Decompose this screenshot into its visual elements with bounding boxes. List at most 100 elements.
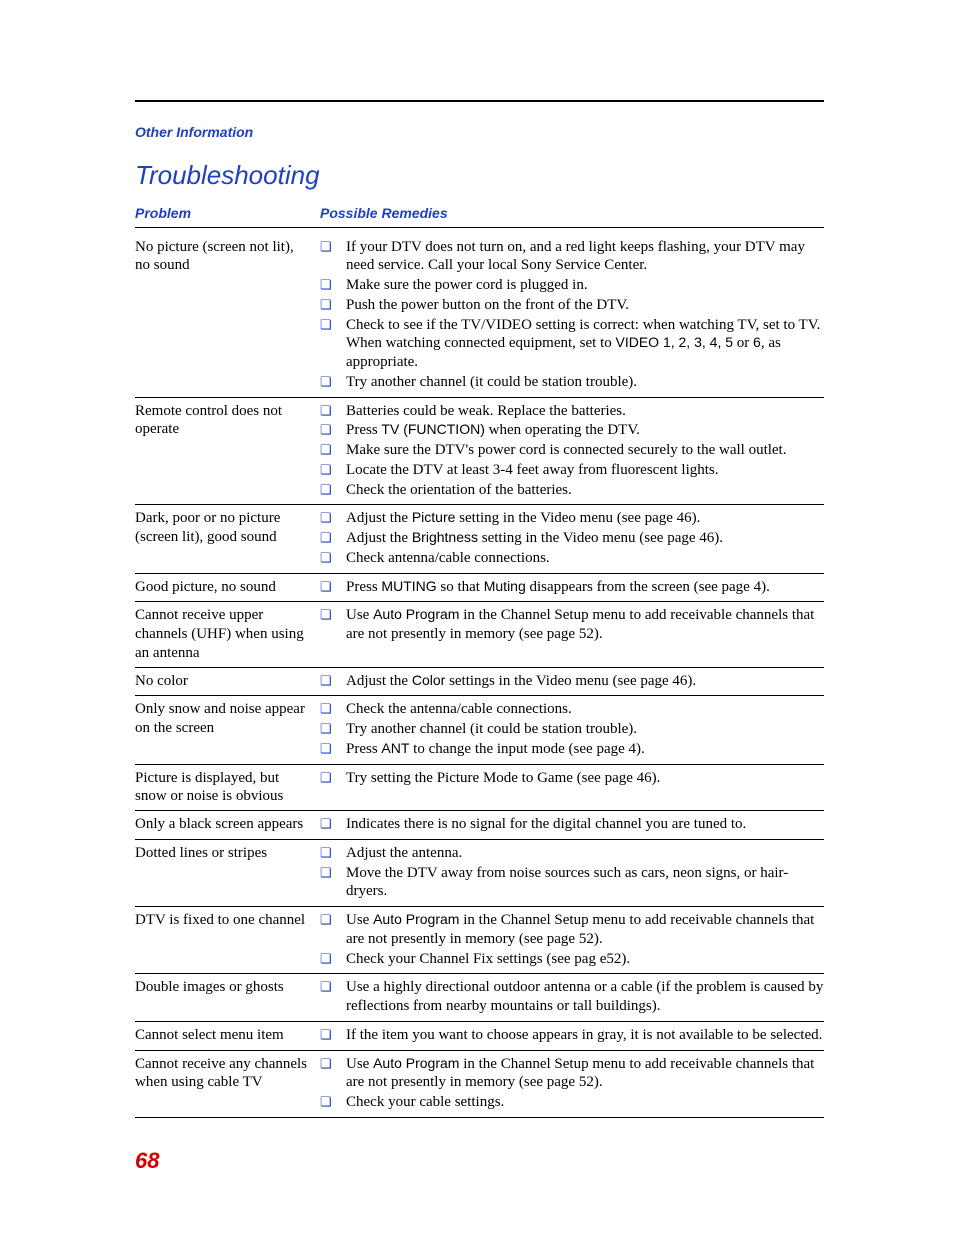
bullet-icon: ❏ — [320, 700, 346, 718]
remedies-cell: ❏Use Auto Program in the Channel Setup m… — [320, 911, 824, 969]
bullet-icon: ❏ — [320, 529, 346, 547]
bullet-icon: ❏ — [320, 509, 346, 527]
table-row: Cannot select menu item❏If the item you … — [135, 1022, 824, 1051]
bullet-icon: ❏ — [320, 769, 346, 787]
problem-cell: Picture is displayed, but snow or noise … — [135, 769, 320, 807]
remedy-text: Check the antenna/cable connections. — [346, 700, 824, 719]
bullet-icon: ❏ — [320, 296, 346, 314]
remedies-cell: ❏Try setting the Picture Mode to Game (s… — [320, 769, 824, 807]
remedy-text: Locate the DTV at least 3-4 feet away fr… — [346, 461, 824, 480]
remedies-cell: ❏Check the antenna/cable connections.❏Tr… — [320, 700, 824, 759]
problem-cell: Remote control does not operate — [135, 402, 320, 501]
problem-cell: Dotted lines or stripes — [135, 844, 320, 902]
remedy-text: If the item you want to choose appears i… — [346, 1026, 824, 1045]
remedy-text: Push the power button on the front of th… — [346, 296, 824, 315]
remedies-cell: ❏ Batteries could be weak. Replace the ba… — [320, 402, 824, 501]
remedy-text: Use Auto Program in the Channel Setup me… — [346, 1055, 824, 1093]
remedy-item: ❏Indicates there is no signal for the di… — [320, 815, 824, 834]
bullet-icon: ❏ — [320, 441, 346, 459]
bullet-icon: ❏ — [320, 276, 346, 294]
table-row: Only snow and noise appear on the screen… — [135, 696, 824, 764]
remedy-item: ❏Use Auto Program in the Channel Setup m… — [320, 1055, 824, 1093]
table-row: Double images or ghosts❏Use a highly dir… — [135, 974, 824, 1022]
remedy-text: Try another channel (it could be station… — [346, 720, 824, 739]
bullet-icon: ❏ — [320, 864, 346, 882]
troubleshooting-table: No picture (screen not lit), no sound❏If… — [135, 234, 824, 1118]
remedy-text: Batteries could be weak. Replace the bat… — [346, 402, 824, 421]
table-row: Dark, poor or no picture (screen lit), g… — [135, 505, 824, 573]
problem-cell: No color — [135, 672, 320, 692]
remedy-item: ❏Use a highly directional outdoor antenn… — [320, 978, 824, 1016]
remedy-text: Make sure the power cord is plugged in. — [346, 276, 824, 295]
table-header-remedies: Possible Remedies — [320, 205, 824, 223]
remedy-text: Make sure the DTV's power cord is connec… — [346, 441, 824, 460]
bullet-icon: ❏ — [320, 373, 346, 391]
bullet-icon: ❏ — [320, 1026, 346, 1044]
bullet-icon: ❏ — [320, 1055, 346, 1073]
problem-cell: Good picture, no sound — [135, 578, 320, 598]
page-title: Troubleshooting — [135, 160, 824, 191]
bullet-icon: ❏ — [320, 481, 346, 499]
remedies-cell: ❏If your DTV does not turn on, and a red… — [320, 238, 824, 393]
remedy-item: ❏Locate the DTV at least 3-4 feet away f… — [320, 461, 824, 480]
remedy-text: Move the DTV away from noise sources suc… — [346, 864, 824, 902]
remedies-cell: ❏Adjust the Color settings in the Video … — [320, 672, 824, 692]
remedy-item: ❏Check antenna/cable connections. — [320, 549, 824, 568]
bullet-icon: ❏ — [320, 316, 346, 334]
bullet-icon: ❏ — [320, 238, 346, 256]
table-row: Picture is displayed, but snow or noise … — [135, 765, 824, 812]
remedies-cell: ❏If the item you want to choose appears … — [320, 1026, 824, 1046]
bullet-icon: ❏ — [320, 978, 346, 996]
bullet-icon: ❏ — [320, 911, 346, 929]
table-row: Remote control does not operate❏ Batterie… — [135, 398, 824, 506]
remedy-item: ❏Try another channel (it could be statio… — [320, 373, 824, 392]
table-row: Only a black screen appears❏Indicates th… — [135, 811, 824, 840]
remedy-text: Adjust the antenna. — [346, 844, 824, 863]
remedy-item: ❏Check the antenna/cable connections. — [320, 700, 824, 719]
remedy-item: ❏Adjust the Picture setting in the Video… — [320, 509, 824, 528]
remedy-text: Use a highly directional outdoor antenna… — [346, 978, 824, 1016]
bullet-icon: ❏ — [320, 461, 346, 479]
remedy-text: Check your cable settings. — [346, 1093, 824, 1112]
remedy-item: ❏Press TV (FUNCTION) when operating the … — [320, 421, 824, 440]
remedy-item: ❏Use Auto Program in the Channel Setup m… — [320, 911, 824, 949]
remedies-cell: ❏Indicates there is no signal for the di… — [320, 815, 824, 835]
bullet-icon: ❏ — [320, 720, 346, 738]
remedy-item: ❏Batteries could be weak. Replace the ba… — [320, 402, 824, 421]
remedy-text: Check your Channel Fix settings (see pag… — [346, 950, 824, 969]
remedy-text: Press MUTING so that Muting disappears f… — [346, 578, 824, 597]
remedy-item: ❏Make sure the power cord is plugged in. — [320, 276, 824, 295]
bullet-icon: ❏ — [320, 606, 346, 624]
remedy-text: Try another channel (it could be station… — [346, 373, 824, 392]
page-number: 68 — [135, 1148, 824, 1174]
table-header-problem: Problem — [135, 205, 320, 223]
remedy-item: ❏Push the power button on the front of t… — [320, 296, 824, 315]
bullet-icon: ❏ — [320, 950, 346, 968]
remedy-item: ❏Try setting the Picture Mode to Game (s… — [320, 769, 824, 788]
bullet-icon: ❏ — [320, 844, 346, 862]
remedy-item: ❏Check your cable settings. — [320, 1093, 824, 1112]
remedies-cell: ❏Use a highly directional outdoor antenn… — [320, 978, 824, 1017]
bullet-icon: ❏ — [320, 815, 346, 833]
bullet-icon: ❏ — [320, 549, 346, 567]
remedy-text: Press ANT to change the input mode (see … — [346, 740, 824, 759]
bullet-icon: ❏ — [320, 740, 346, 758]
bullet-icon: ❏ — [320, 1093, 346, 1111]
header-rule — [135, 100, 824, 102]
remedy-text: Indicates there is no signal for the dig… — [346, 815, 824, 834]
bullet-icon: ❏ — [320, 672, 346, 690]
remedy-item: ❏Adjust the Brightness setting in the Vi… — [320, 529, 824, 548]
table-row: Dotted lines or stripes❏Adjust the anten… — [135, 840, 824, 907]
remedy-text: Use Auto Program in the Channel Setup me… — [346, 911, 824, 949]
remedy-text: Adjust the Color settings in the Video m… — [346, 672, 824, 691]
remedy-text: Press TV (FUNCTION) when operating the D… — [346, 421, 824, 440]
table-row: Cannot receive upper channels (UHF) when… — [135, 602, 824, 667]
problem-cell: Only snow and noise appear on the screen — [135, 700, 320, 759]
problem-cell: Cannot receive any channels when using c… — [135, 1055, 320, 1113]
remedy-item: ❏Adjust the antenna. — [320, 844, 824, 863]
remedy-item: ❏If your DTV does not turn on, and a red… — [320, 238, 824, 276]
remedy-text: Use Auto Program in the Channel Setup me… — [346, 606, 824, 644]
table-row: DTV is fixed to one channel❏Use Auto Pro… — [135, 907, 824, 974]
problem-cell: Only a black screen appears — [135, 815, 320, 835]
problem-cell: No picture (screen not lit), no sound — [135, 238, 320, 393]
